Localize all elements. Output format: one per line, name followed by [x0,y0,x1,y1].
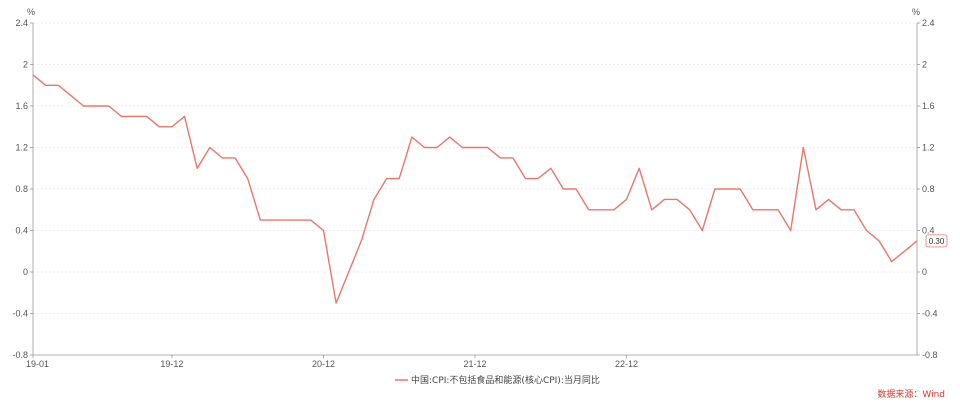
left-axis-unit: % [27,7,35,17]
series-layer [32,74,918,304]
axes [30,22,920,358]
x-tick-label: 22-12 [615,359,638,369]
right-y-tick-label: -0.4 [922,309,938,319]
left-y-tick-label: 0.8 [15,184,28,194]
x-tick-label: 19-12 [160,359,183,369]
left-y-tick-label: -0.8 [12,350,28,360]
legend-label: 中国:CPI:不包括食品和能源(核心CPI):当月同比 [411,374,600,386]
right-y-tick-label: -0.8 [922,350,938,360]
x-tick-labels: 19-01 19-12 20-12 21-12 22-12 [26,359,638,369]
left-y-tick-label: 0.4 [15,226,28,236]
end-value-label-box [925,234,948,248]
x-tick-label: 19-01 [26,359,49,369]
x-tick-label: 21-12 [463,359,486,369]
left-y-tick-label: 0 [23,267,28,277]
right-axis-unit: % [912,7,920,17]
end-value-label-text: 0.30 [929,237,945,246]
right-y-tick-label: 0 [922,267,927,277]
data-source: 数据来源：Wind [877,388,945,400]
left-y-tick-label: -0.4 [12,309,28,319]
left-y-tick-label: 2 [23,60,28,70]
right-y-tick-label: 0.8 [922,184,935,194]
end-value-label: 0.30 [925,234,948,248]
right-y-tick-label: 2.4 [922,18,935,28]
right-y-tick-label: 2 [922,60,927,70]
right-y-tick-label: 1.2 [922,143,935,153]
right-y-tick-label: 0.4 [922,226,935,236]
x-tick-label: 20-12 [312,359,335,369]
legend: 中国:CPI:不包括食品和能源(核心CPI):当月同比 [395,374,600,386]
left-y-tick-label: 1.6 [15,101,28,111]
left-y-tick-label: 1.2 [15,143,28,153]
right-y-tick-labels: -0.8 -0.4 0 0.4 0.8 1.2 1.6 2 2.4 [922,18,938,360]
right-y-tick-label: 1.6 [922,101,935,111]
series-line [32,74,918,304]
left-y-tick-labels: -0.8 -0.4 0 0.4 0.8 1.2 1.6 2 2.4 [12,18,28,360]
left-y-tick-label: 2.4 [15,18,28,28]
gridlines [33,22,917,314]
